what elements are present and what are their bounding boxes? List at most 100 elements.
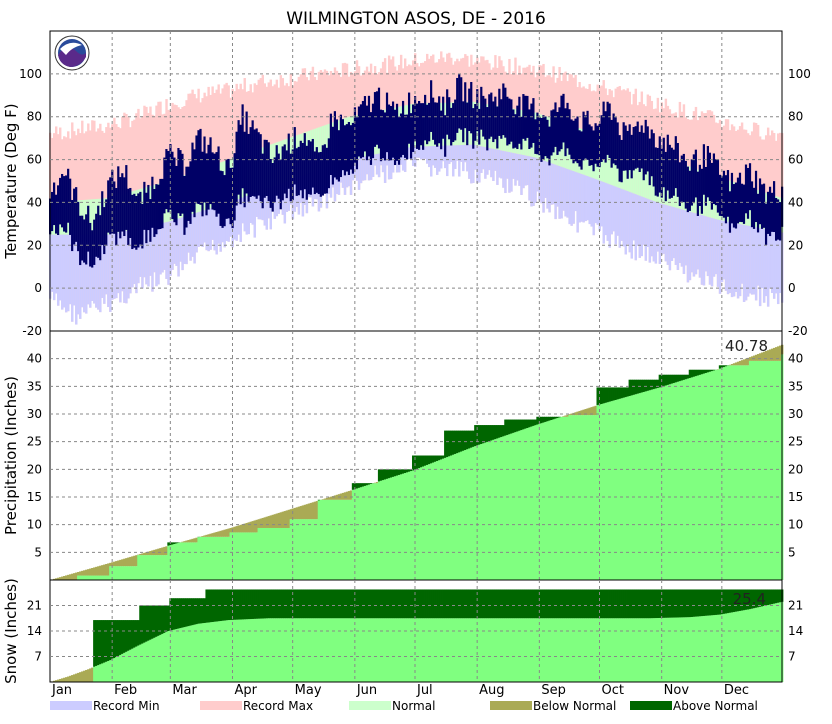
observed-bar	[444, 115, 446, 157]
y-tick-label-right: 30	[788, 407, 803, 421]
observed-bar	[123, 177, 125, 236]
observed-bar	[139, 192, 141, 245]
observed-bar	[81, 216, 83, 261]
observed-bar	[677, 143, 679, 197]
y-tick-label: 35	[27, 379, 42, 393]
observed-bar	[324, 144, 326, 193]
observed-bar	[400, 113, 402, 157]
observed-bar	[484, 99, 486, 140]
observed-bar	[183, 176, 185, 235]
y-tick-label-right: 20	[788, 462, 803, 476]
observed-bar	[314, 151, 316, 194]
observed-bar	[751, 181, 753, 227]
observed-bar	[480, 87, 482, 130]
observed-bar	[376, 91, 378, 144]
observed-bar	[250, 127, 252, 197]
observed-bar	[763, 184, 765, 228]
observed-bar	[53, 183, 55, 226]
observed-bar	[280, 160, 282, 210]
observed-bar	[213, 154, 215, 211]
observed-bar	[63, 176, 65, 231]
observed-bar	[197, 130, 199, 204]
observed-bar	[504, 88, 506, 138]
observed-bar	[141, 204, 143, 248]
observed-bar	[514, 114, 516, 148]
observed-bar	[217, 146, 219, 213]
observed-bar	[177, 148, 179, 213]
observed-bar	[494, 97, 496, 140]
legend-swatch	[490, 701, 532, 710]
y-tick-label: 30	[27, 407, 42, 421]
y-tick-label: 60	[27, 153, 42, 167]
observed-bar	[601, 115, 603, 162]
observed-bar	[456, 78, 458, 133]
observed-bar	[438, 96, 440, 143]
observed-bar	[546, 120, 548, 158]
observed-bar	[236, 132, 238, 206]
chart-title: WILMINGTON ASOS, DE - 2016	[286, 9, 546, 29]
observed-bar	[584, 115, 586, 158]
observed-bar	[613, 114, 615, 164]
observed-bar	[619, 135, 621, 182]
observed-bar	[191, 143, 193, 212]
observed-bar	[631, 135, 633, 178]
observed-bar	[510, 99, 512, 141]
observed-bar	[492, 101, 494, 142]
observed-bar	[270, 159, 272, 208]
observed-bar	[731, 173, 733, 224]
observed-bar	[278, 154, 280, 199]
observed-bar	[402, 101, 404, 155]
y-axis-label: Precipitation (Inches)	[2, 376, 20, 535]
observed-bar	[57, 185, 59, 235]
observed-bar	[665, 152, 667, 201]
observed-bar	[582, 112, 584, 161]
observed-bar	[286, 150, 288, 198]
y-tick-label-right: 35	[788, 379, 803, 393]
observed-bar	[528, 109, 530, 149]
observed-bar	[655, 147, 657, 195]
observed-bar	[350, 125, 352, 169]
observed-bar	[657, 148, 659, 197]
observed-bar	[137, 193, 139, 247]
observed-bar	[73, 189, 75, 245]
snow-total-label: 25.4	[733, 590, 766, 608]
observed-bar	[229, 168, 231, 224]
observed-bar	[165, 149, 167, 209]
observed-bar	[605, 111, 607, 162]
observed-bar	[442, 97, 444, 139]
observed-bar	[117, 166, 119, 232]
observed-bar	[737, 178, 739, 224]
observed-bar	[145, 193, 147, 243]
observed-bar	[336, 119, 338, 179]
observed-bar	[388, 105, 390, 161]
observed-bar	[701, 169, 703, 214]
observed-bar	[338, 130, 340, 181]
observed-bar	[544, 117, 546, 157]
observed-bar	[560, 96, 562, 150]
observed-bar	[390, 106, 392, 160]
y-axis-label: Temperature (Deg F)	[2, 103, 20, 259]
observed-bar	[340, 115, 342, 177]
observed-bar	[306, 146, 308, 200]
observed-bar	[246, 112, 248, 194]
y-axis-label: Snow (Inches)	[2, 578, 20, 684]
y-tick-label: 40	[27, 352, 42, 366]
observed-bar	[276, 145, 278, 196]
observed-bar	[412, 104, 414, 151]
y-tick-label: 40	[27, 195, 42, 209]
observed-bar	[733, 184, 735, 228]
observed-bar	[109, 177, 111, 234]
observed-bar	[460, 77, 462, 129]
observed-bar	[578, 130, 580, 166]
observed-bar	[454, 100, 456, 141]
observed-bar	[508, 99, 510, 145]
observed-bar	[67, 169, 69, 223]
x-tick-label: Aug	[479, 683, 504, 698]
y-tick-label-right: 15	[788, 490, 803, 504]
observed-bar	[374, 92, 376, 147]
observed-bar	[159, 179, 161, 229]
observed-bar	[687, 167, 689, 212]
